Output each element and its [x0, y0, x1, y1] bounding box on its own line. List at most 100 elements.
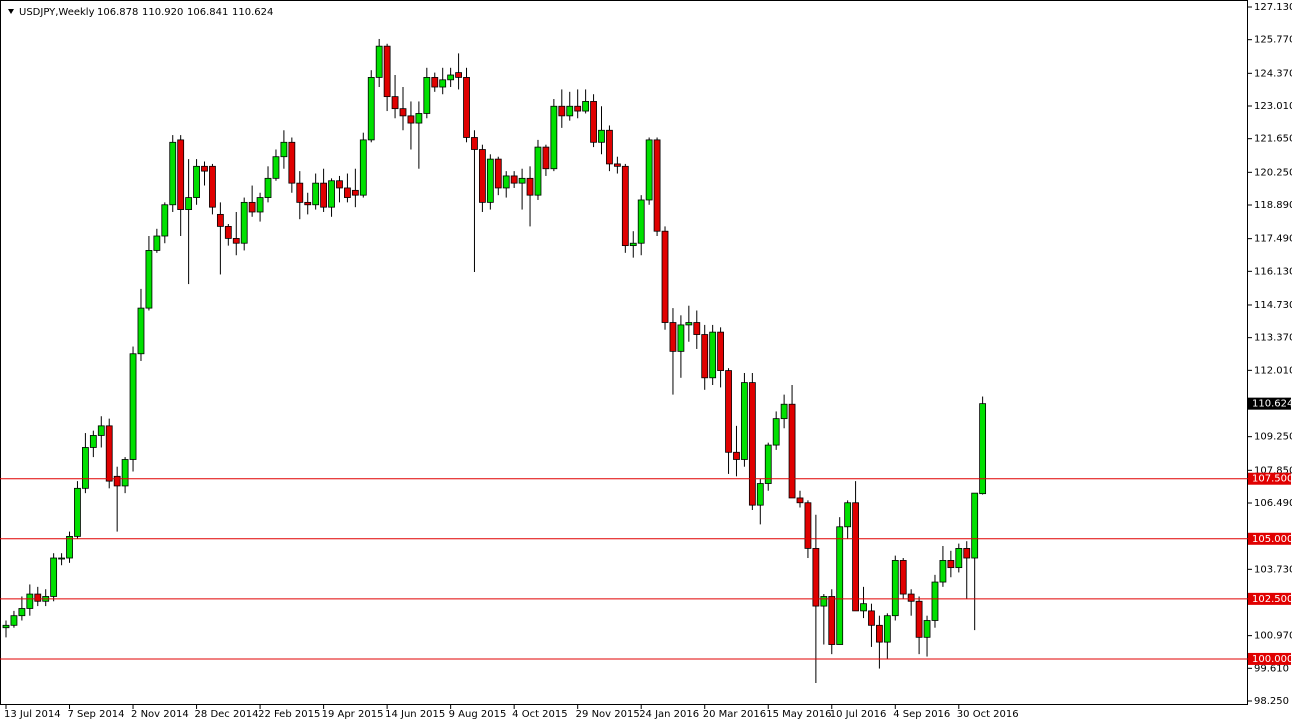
candle-body [939, 560, 947, 583]
candle-body [272, 156, 280, 179]
candle-body [18, 608, 26, 617]
y-tick-label: 127.130 [1254, 2, 1292, 13]
candle-body [113, 475, 121, 487]
candle-body [828, 596, 836, 645]
candle-body [590, 101, 597, 143]
candle-body [82, 447, 89, 489]
candle-body [153, 235, 161, 251]
candle-body [375, 45, 383, 78]
candle-body [185, 197, 193, 210]
y-tick-label: 100.970 [1254, 631, 1292, 642]
candle-body [105, 425, 113, 482]
candle-body [312, 182, 320, 206]
candle-body [415, 113, 423, 124]
level-box [1248, 652, 1291, 665]
candle-body [510, 175, 518, 184]
candle-body [2, 624, 10, 629]
candle-body [296, 182, 304, 203]
candle-body [34, 593, 42, 602]
candle-body [463, 77, 470, 138]
candle-body [717, 331, 724, 371]
level-label: 102.500 [1252, 594, 1292, 605]
y-tick-label: 124.370 [1254, 68, 1292, 79]
candle-body [534, 146, 542, 196]
candle-body [963, 548, 971, 559]
x-tick-label: 29 Nov 2015 [576, 709, 640, 720]
candle-body [907, 593, 915, 602]
candle-body [121, 459, 129, 487]
y-tick-label: 120.250 [1254, 167, 1292, 178]
y-tick-label: 98.250 [1254, 696, 1289, 707]
candle-body [955, 548, 963, 569]
candle-body [447, 74, 455, 81]
header-high: 110.920 [142, 7, 183, 18]
candle-body [733, 451, 740, 460]
candle-body [804, 502, 812, 549]
candle-body [201, 165, 208, 172]
candle-body [741, 382, 748, 460]
candle-body [772, 418, 780, 446]
x-tick-label: 7 Sep 2014 [68, 709, 125, 720]
candle-body [129, 353, 137, 460]
level-label: 100.000 [1252, 654, 1292, 665]
candle-body [209, 165, 216, 208]
candle-body [486, 158, 494, 203]
x-tick-label: 14 Jun 2015 [385, 709, 445, 720]
level-box [1248, 532, 1291, 545]
candle-body [336, 180, 343, 189]
candle-body [494, 158, 502, 189]
candle-body [423, 77, 431, 114]
candle-body [812, 548, 820, 607]
candle-body [193, 165, 200, 198]
candle-body [725, 370, 732, 453]
last-price-label: 110.624 [1252, 399, 1292, 410]
candle-body [478, 149, 486, 203]
candle-body [558, 105, 566, 117]
candle-body [979, 403, 987, 495]
level-box [1248, 472, 1291, 485]
candle-body [947, 560, 955, 569]
y-tick-label: 106.490 [1254, 498, 1292, 509]
candle-body [868, 610, 875, 626]
candle-body [780, 403, 788, 420]
candle-body [566, 105, 574, 117]
level-label: 107.500 [1252, 474, 1292, 485]
x-tick-label: 13 Jul 2014 [4, 709, 61, 720]
candle-body [931, 581, 939, 621]
candle-body [264, 177, 272, 198]
candle-body [836, 526, 844, 645]
menu-arrow [8, 9, 14, 14]
candle-body [915, 600, 923, 638]
candle-body [455, 72, 462, 78]
candle-body [677, 324, 685, 352]
candle-body [280, 141, 288, 158]
candle-body [693, 322, 701, 335]
candle-body [661, 230, 669, 323]
x-tick-label: 9 Aug 2015 [449, 709, 507, 720]
candle-body [788, 403, 796, 499]
x-tick-label: 20 Mar 2016 [703, 709, 766, 720]
candle-body [89, 435, 97, 448]
candle-body [288, 141, 296, 184]
candle-body [50, 557, 58, 597]
candle-body [582, 101, 590, 112]
candle-body [852, 502, 859, 612]
candle-body [526, 177, 534, 196]
candle-body [74, 487, 81, 537]
candle-body [320, 182, 328, 208]
last-price-box [1248, 397, 1291, 410]
candle-body [391, 96, 399, 110]
candle-body [383, 45, 391, 98]
candle-body [518, 177, 526, 184]
candle-body [923, 620, 931, 638]
y-tick-label: 112.010 [1254, 365, 1292, 376]
candle-body [709, 331, 717, 379]
candle-body [756, 483, 764, 506]
candle-body [876, 624, 883, 643]
candle-body [653, 139, 661, 232]
candle-body [256, 197, 264, 213]
plot-frame [0, 0, 1248, 705]
candle-body [145, 250, 153, 309]
candle-body [971, 492, 979, 559]
candle-body [407, 115, 415, 124]
